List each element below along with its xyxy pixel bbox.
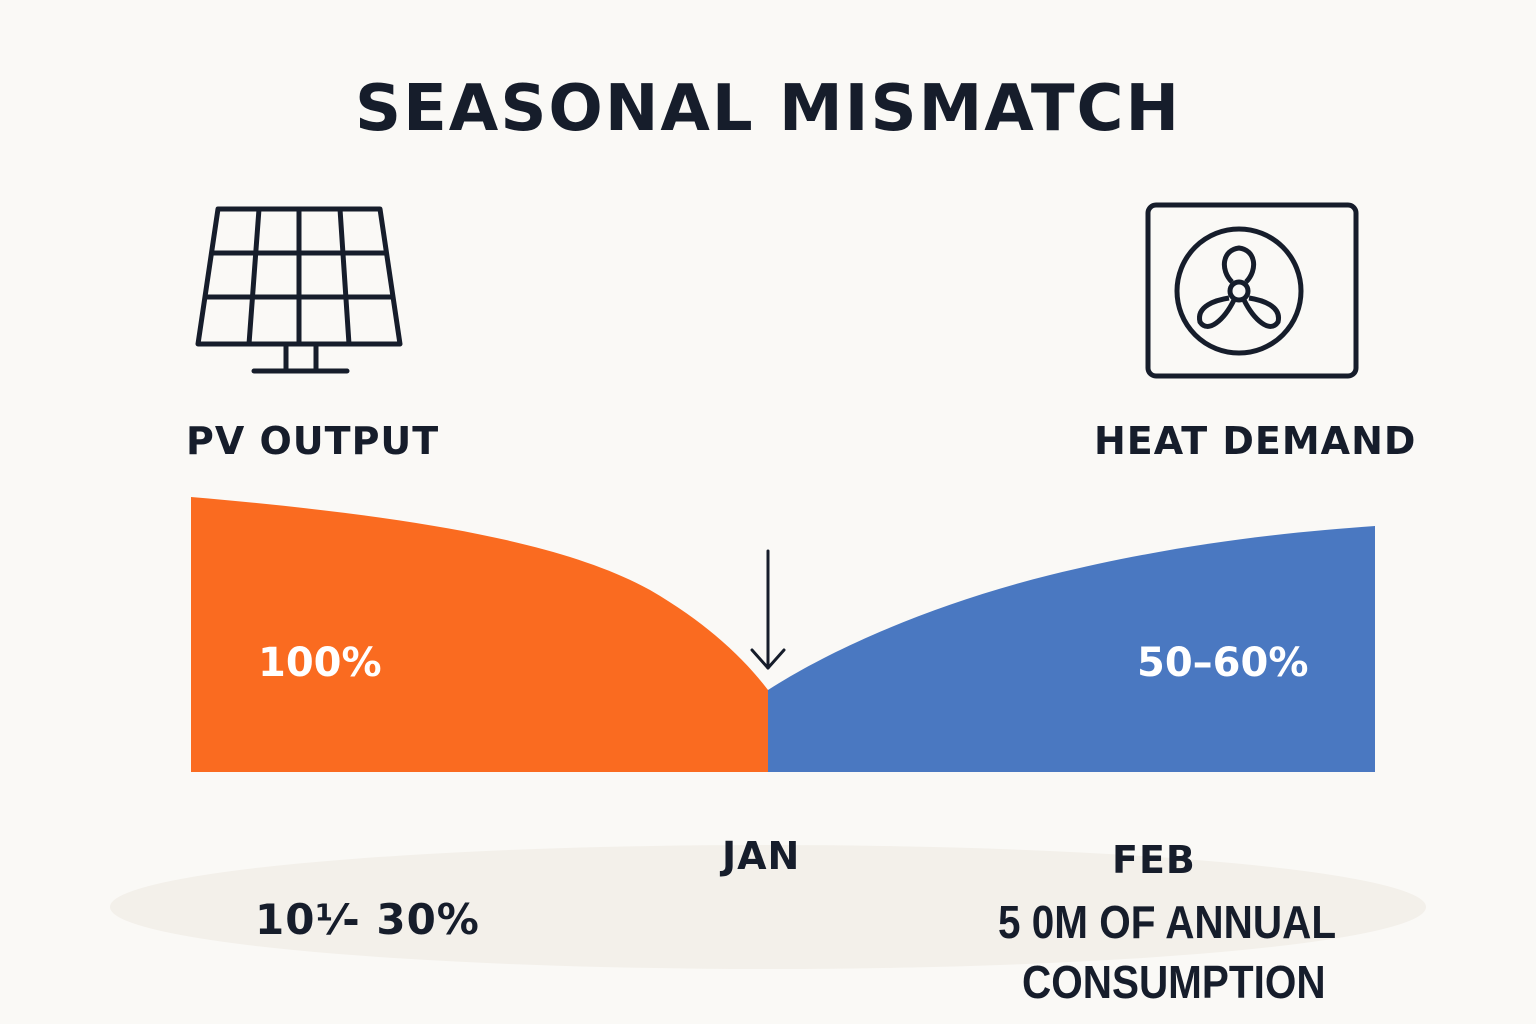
pv-value-label: 100%	[258, 640, 382, 686]
arrow-down-icon	[750, 549, 786, 670]
heat-demand-area	[768, 526, 1375, 772]
pv-output-area	[191, 497, 768, 772]
footer-ellipse	[110, 845, 1426, 969]
heat-value-label: 50–60%	[1137, 640, 1309, 686]
page-title: SEASONAL MISMATCH	[354, 72, 1182, 146]
solar-panel-icon	[195, 206, 403, 374]
heat-demand-label: HEAT DEMAND	[1094, 419, 1417, 463]
bottom-right-line1: 5 0M OF ANNUAL	[998, 896, 1337, 948]
bottom-right-line2: CONSUMPTION	[1022, 956, 1326, 1008]
jan-label: JAN	[722, 834, 801, 878]
feb-label: FEB	[1112, 838, 1196, 882]
bottom-left-value: 10⅟- 30%	[255, 895, 480, 944]
pv-output-label: PV OUTPUT	[186, 419, 440, 463]
fan-icon	[1145, 202, 1359, 379]
